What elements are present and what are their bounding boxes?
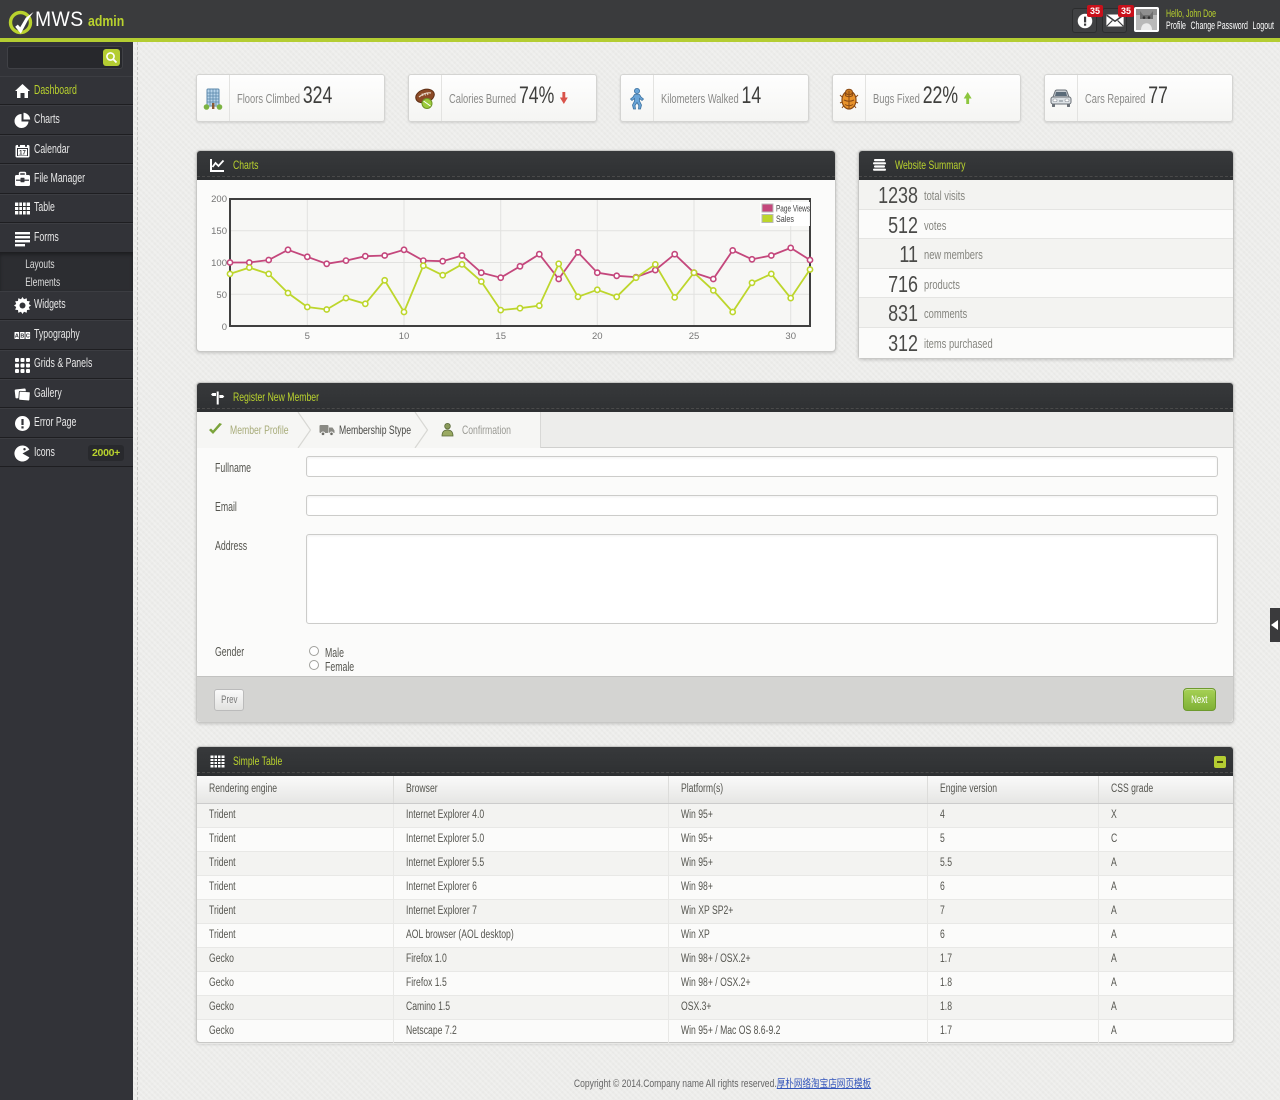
svg-text:100: 100 bbox=[211, 258, 227, 269]
svg-text:50: 50 bbox=[216, 290, 227, 301]
svg-text:25: 25 bbox=[689, 331, 700, 342]
svg-text:C: C bbox=[26, 333, 30, 339]
svg-text:Page Views: Page Views bbox=[776, 204, 810, 215]
svg-text:10: 10 bbox=[399, 331, 410, 342]
svg-text:5: 5 bbox=[305, 331, 310, 342]
svg-text:Sales: Sales bbox=[776, 214, 794, 225]
svg-text:200: 200 bbox=[211, 194, 227, 205]
svg-text:0: 0 bbox=[222, 322, 227, 333]
svg-text:15: 15 bbox=[495, 331, 506, 342]
svg-text:17: 17 bbox=[19, 150, 26, 156]
svg-text:20: 20 bbox=[592, 331, 603, 342]
svg-text:A: A bbox=[15, 333, 19, 339]
svg-text:30: 30 bbox=[785, 331, 796, 342]
svg-text:B: B bbox=[20, 333, 24, 339]
svg-text:150: 150 bbox=[211, 226, 227, 237]
